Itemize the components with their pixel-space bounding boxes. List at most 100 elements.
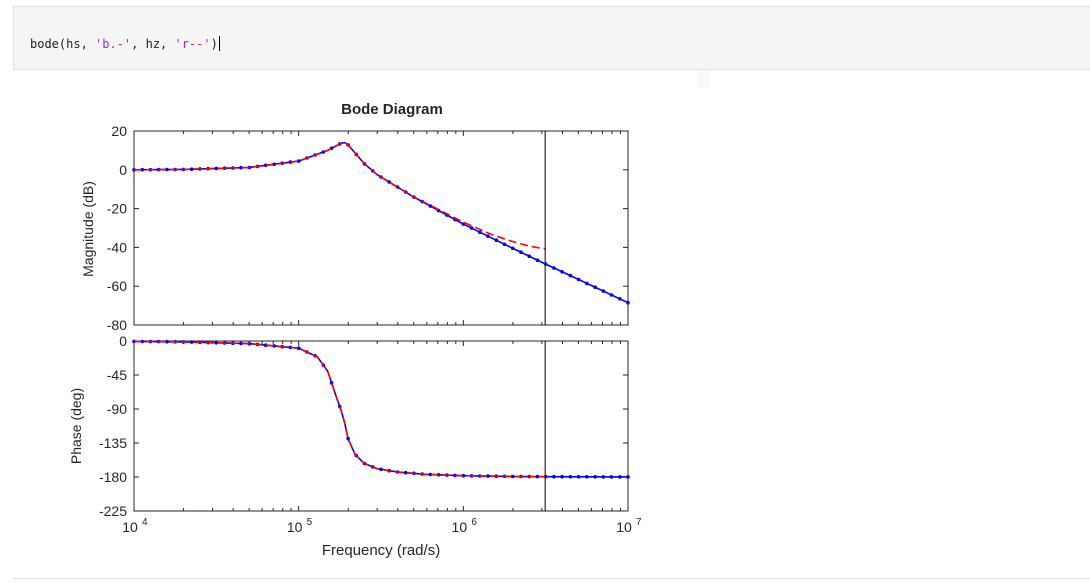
chart-title: Bode Diagram	[341, 101, 443, 118]
phase-ylabel: Phase (deg)	[68, 388, 84, 464]
phase-marker-dot	[239, 341, 243, 346]
phase-marker-dot	[618, 475, 622, 479]
phase-marker-dot	[535, 474, 540, 479]
magnitude-marker-dot	[543, 262, 548, 266]
magnitude-marker-dot	[494, 238, 499, 242]
magnitude-marker-dot	[535, 258, 540, 262]
phase-series-hz	[133, 340, 546, 478]
phase-marker-dot	[263, 343, 268, 348]
x-tick-label-exponent: 4	[142, 517, 148, 528]
phase-plot-area[interactable]	[133, 340, 629, 512]
cell-bottom-rule	[13, 578, 1090, 579]
magnitude-marker-dot	[214, 166, 219, 171]
x-tick-label-exponent: 5	[307, 517, 313, 528]
magnitude-ytick-label: 20	[111, 123, 127, 139]
bode-figure[interactable]: Bode Diagram 20 0 -20 -40 -60 -80 Magnitude (…	[0, 70, 1090, 578]
magnitude-axes[interactable]: 20 0 -20 -40 -60 -80	[107, 123, 630, 333]
x-tick-label: 10	[452, 519, 468, 535]
magnitude-ytick-label: -40	[107, 239, 127, 255]
phase-marker-dot	[552, 474, 556, 479]
magnitude-marker-dot	[593, 285, 597, 289]
phase-marker-dot	[346, 436, 350, 441]
magnitude-series-hz	[133, 141, 546, 250]
magnitude-marker-dot	[263, 163, 268, 168]
magnitude-plot-area[interactable]	[133, 130, 629, 326]
magnitude-marker-dot	[560, 270, 564, 274]
phase-marker-dot	[140, 339, 144, 344]
phase-marker-dot	[585, 475, 589, 479]
magnitude-marker-dot	[626, 300, 630, 305]
x-axis-label: Frequency (rad/s)	[322, 542, 440, 559]
magnitude-marker-dot	[510, 246, 515, 251]
phase-ytick-label: -45	[107, 367, 127, 383]
magnitude-ylabel: Magnitude (dB)	[80, 181, 96, 277]
phase-marker-dot	[428, 472, 433, 477]
magnitude-marker-dot	[568, 273, 573, 278]
magnitude-marker-dot	[552, 266, 556, 270]
phase-series	[132, 339, 630, 479]
magnitude-marker-dot	[428, 204, 433, 208]
phase-marker-dot	[403, 470, 408, 475]
magnitude-marker-dot	[601, 289, 606, 293]
phase-marker-dot	[576, 475, 581, 479]
code-cell[interactable]: bode(hs, 'b.-', hz, 'r--')	[13, 6, 1090, 70]
magnitude-marker-dot	[189, 167, 194, 171]
phase-marker-dot	[601, 475, 606, 479]
phase-marker-dot	[568, 475, 573, 479]
magnitude-ytick-label: -80	[107, 317, 127, 333]
magnitude-ytick-label: -60	[107, 278, 127, 294]
phase-ytick-label: -90	[107, 401, 127, 417]
phase-marker-dot	[214, 341, 219, 345]
phase-marker-dot	[272, 344, 276, 348]
magnitude-marker-dot	[576, 277, 581, 282]
magnitude-ytick-label: 0	[119, 162, 127, 178]
phase-ytick-label: 0	[119, 333, 127, 349]
phase-axes[interactable]: 0 -45 -90 -135 -180 -225	[99, 333, 630, 519]
magnitude-marker-dot	[165, 167, 169, 172]
magnitude-marker-dot	[140, 167, 144, 172]
magnitude-marker-dot	[618, 297, 622, 301]
magnitude-ytick-label: -20	[107, 201, 127, 217]
magnitude-marker-dot	[609, 293, 614, 297]
magnitude-marker-dot	[486, 234, 490, 238]
output-area: Bode Diagram 20 0 -20 -40 -60 -80 Magnitude (…	[0, 70, 1090, 578]
phase-marker-dot	[510, 474, 515, 479]
phase-marker-dot	[461, 473, 466, 478]
phase-marker-dot	[189, 340, 194, 344]
code-argument-separator: , hz,	[131, 37, 175, 51]
x-tick-labels: 10 4 10 5 10 6 10 7	[122, 517, 642, 535]
phase-marker-dot	[609, 475, 614, 479]
phase-ytick-label: -180	[99, 469, 127, 485]
magnitude-marker-dot	[478, 230, 482, 234]
phase-ytick-label: -225	[99, 503, 127, 519]
x-tick-label: 10	[616, 519, 632, 535]
text-cursor	[218, 36, 220, 51]
magnitude-marker-dot	[502, 242, 507, 247]
code-close-paren: )	[210, 37, 218, 51]
phase-marker-dot	[626, 475, 630, 479]
phase-ytick-label: -135	[99, 435, 127, 451]
code-string-hz-style: 'r--'	[174, 37, 211, 51]
x-tick-label-exponent: 7	[636, 517, 642, 528]
magnitude-marker-dot	[519, 250, 523, 254]
magnitude-marker-dot	[239, 165, 243, 170]
output-placeholder-mark	[697, 70, 710, 88]
x-tick-label-exponent: 6	[471, 517, 477, 528]
x-tick-label: 10	[287, 519, 303, 535]
phase-marker-dot	[165, 339, 169, 344]
magnitude-marker-dot	[527, 254, 531, 258]
code-function-call: bode(hs,	[30, 37, 96, 51]
phase-marker-dot	[486, 474, 490, 478]
phase-ticks: 0 -45 -90 -135 -180 -225	[99, 333, 629, 519]
magnitude-marker-dot	[296, 159, 301, 163]
code-string-hs-style: 'b.-'	[95, 37, 132, 51]
magnitude-ticks: 20 0 -20 -40 -60 -80	[107, 123, 629, 333]
code-line[interactable]: bode(hs, 'b.-', hz, 'r--')	[30, 36, 220, 51]
x-tick-label: 10	[122, 519, 138, 535]
magnitude-marker-dot	[469, 226, 474, 230]
phase-marker-dot	[296, 346, 301, 351]
magnitude-marker-dot	[585, 281, 589, 286]
phase-marker-dot	[379, 467, 383, 472]
phase-marker-dot	[593, 475, 597, 479]
phase-marker-dot	[560, 474, 564, 479]
